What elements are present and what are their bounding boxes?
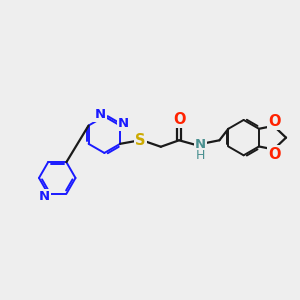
Text: O: O	[173, 112, 185, 127]
Text: O: O	[268, 147, 281, 162]
Text: S: S	[135, 133, 146, 148]
Text: N: N	[195, 139, 206, 152]
Text: O: O	[268, 114, 281, 129]
Text: N: N	[94, 108, 106, 121]
Text: H: H	[196, 148, 205, 161]
Text: N: N	[118, 117, 129, 130]
Text: N: N	[39, 190, 50, 202]
